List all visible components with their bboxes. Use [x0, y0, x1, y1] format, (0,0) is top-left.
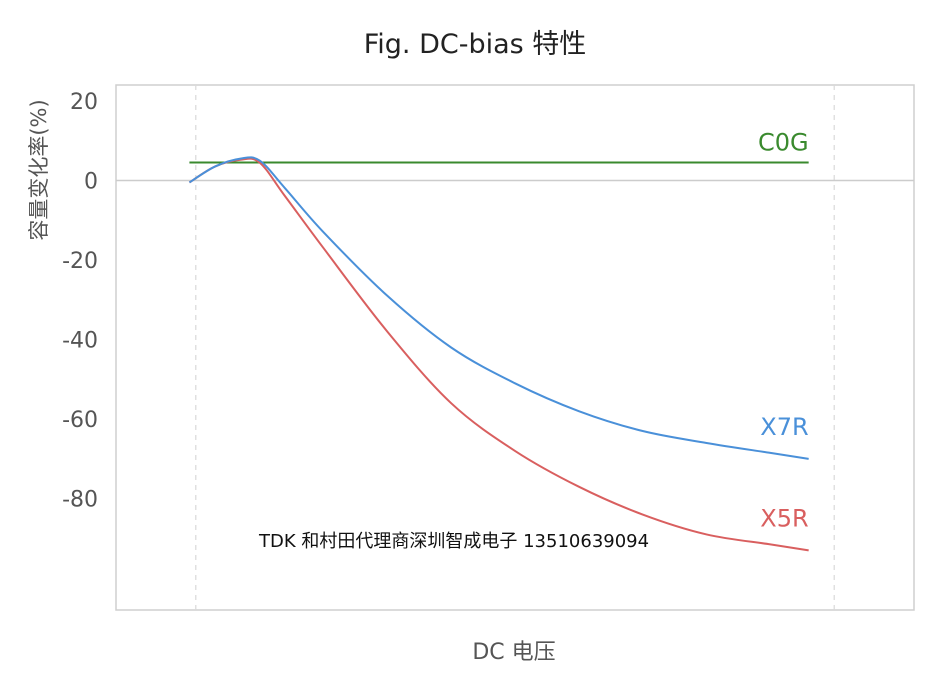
y-tick-label: -40 [62, 329, 98, 354]
y-tick-label: -20 [62, 249, 98, 274]
y-tick-label: -60 [62, 408, 98, 433]
series-label-c0g: C0G [758, 129, 809, 157]
series-label-x5r: X5R [760, 504, 808, 532]
series-line-x5r [188, 157, 809, 552]
series-labels: C0G X7R X5R [758, 129, 809, 533]
y-tick-label: -80 [62, 488, 98, 513]
series-layer [188, 156, 809, 552]
watermark-text: TDK 和村田代理商深圳智成电子 13510639094 [259, 531, 650, 552]
chart-title: Fig. DC-bias 特性 [363, 29, 587, 60]
y-tick-label: 0 [84, 169, 98, 194]
y-axis-label: 容量变化率(%) [27, 99, 51, 241]
y-ticks: 20 0 -20 -40 -60 -80 [62, 90, 98, 513]
grid-layer [116, 85, 914, 610]
series-label-x7r: X7R [760, 413, 808, 441]
y-tick-label: 20 [70, 90, 98, 115]
x-axis-label: DC 电压 [472, 640, 556, 665]
series-line-x7r [188, 156, 809, 460]
plot-frame [115, 84, 915, 611]
